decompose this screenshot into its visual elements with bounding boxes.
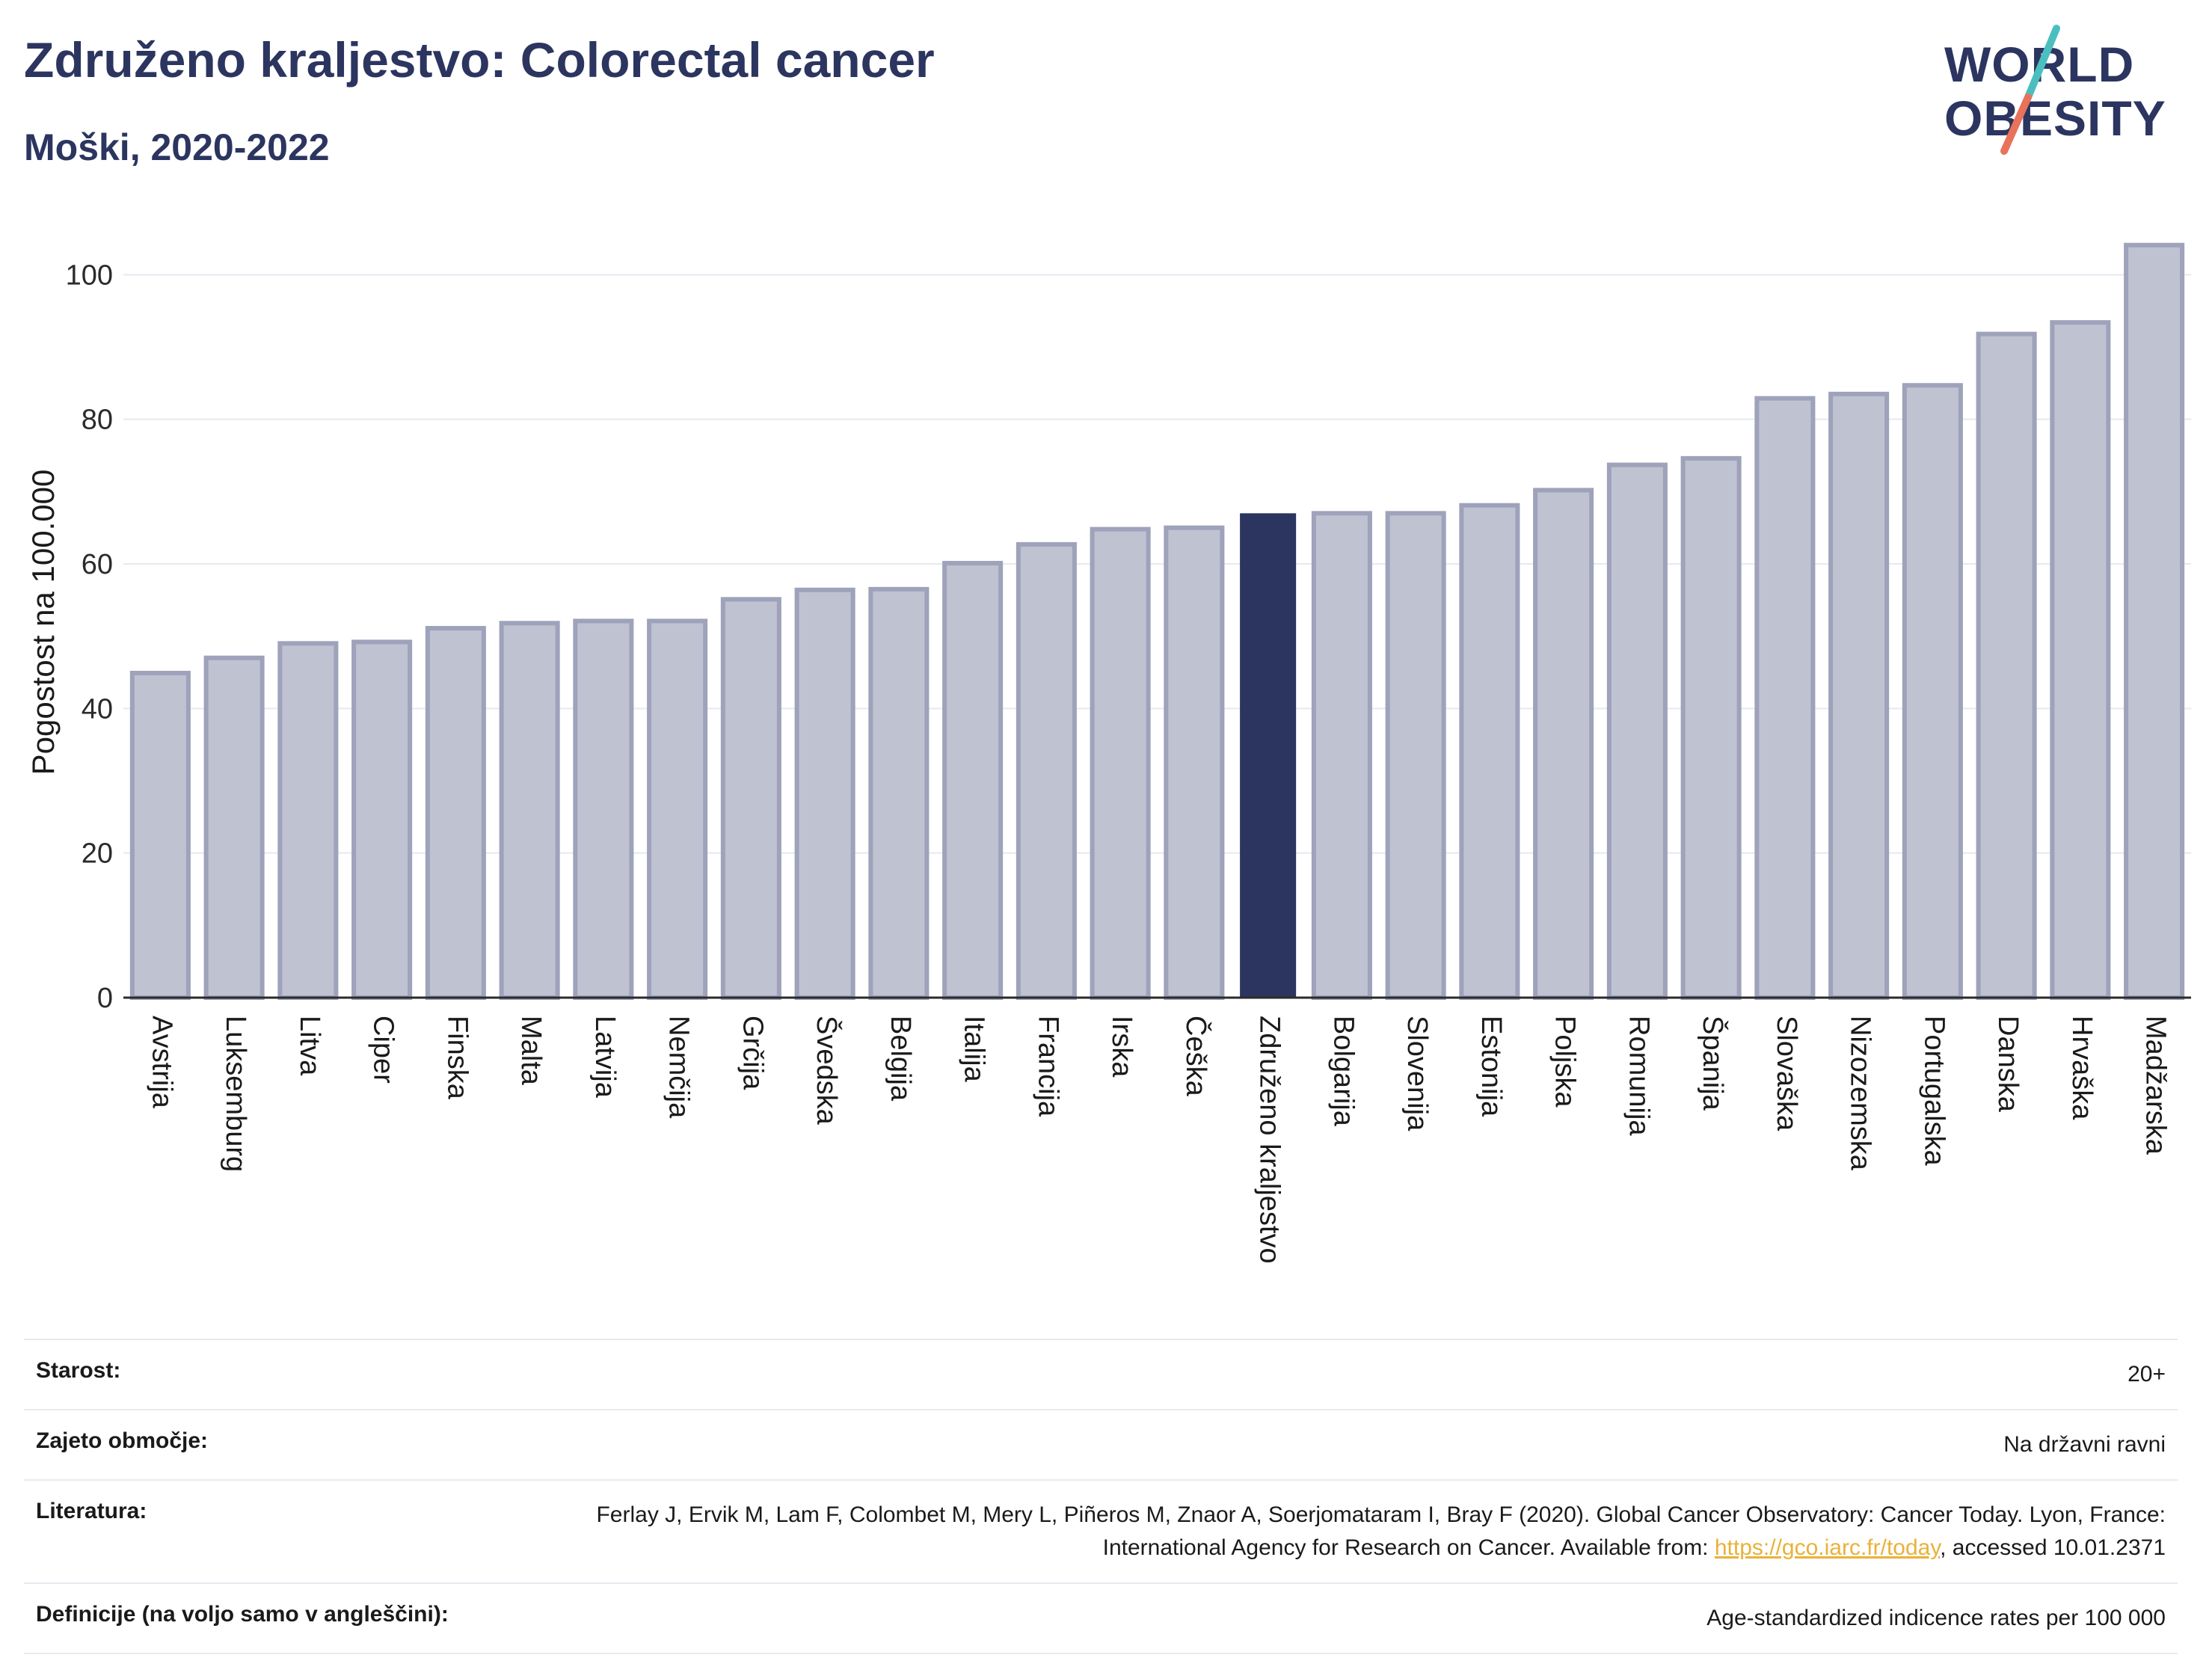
x-tick-label: Latvija: [589, 1016, 621, 1099]
info-row-definitions: Definicije (na voljo samo v angleščini):…: [24, 1582, 2178, 1654]
bar: [499, 621, 560, 1000]
literature-text: Ferlay J, Ervik M, Lam F, Colombet M, Me…: [596, 1502, 2166, 1560]
x-tick-label: Estonija: [1475, 1016, 1507, 1117]
x-tick-label: Španija: [1697, 1016, 1730, 1111]
bar: [2124, 242, 2185, 1000]
labels-layer: 0 20 40 60 80 100 Pogostost na 100.000 Avstrija…: [25, 260, 2172, 1263]
bar: [1090, 526, 1151, 1001]
bar: [1754, 396, 1816, 1000]
bar: [1459, 503, 1520, 1000]
x-tick-label: Švedska: [811, 1016, 844, 1126]
y-tick-label: 60: [82, 549, 113, 580]
logo-word-obesity: OBESITY: [1944, 90, 2166, 146]
x-tick-label: Češka: [1180, 1016, 1213, 1097]
bar-chart: 0 20 40 60 80 100 Pogostost na 100.000 Avstrija…: [25, 242, 2191, 1264]
info-row-coverage: Zajeto območje: Na državni ravni: [24, 1409, 2178, 1481]
bar: [1533, 488, 1594, 1000]
bar: [1902, 383, 1963, 1000]
info-key-definitions: Definicije (na voljo samo v angleščini):: [24, 1582, 571, 1654]
x-tick-label: Združeno kraljestvo: [1254, 1016, 1285, 1264]
bar: [647, 618, 708, 1000]
y-tick-label: 80: [82, 405, 113, 436]
bar: [277, 641, 339, 1000]
info-key-coverage: Zajeto območje:: [24, 1409, 571, 1481]
x-tick-label: Hrvaška: [2066, 1016, 2098, 1120]
bar: [2050, 320, 2111, 1000]
literature-accessed: , accessed 10.01.2371: [1940, 1535, 2166, 1560]
logo-slash-icon: [2000, 25, 2060, 155]
info-row-literature: Literatura: Ferlay J, Ervik M, Lam F, Co…: [24, 1479, 2178, 1584]
x-tick-label: Danska: [1992, 1016, 2024, 1113]
x-tick-label: Madžarska: [2140, 1016, 2172, 1155]
info-table: Starost: 20+ Zajeto območje: Na državni …: [24, 1339, 2178, 1654]
x-tick-label: Slovaška: [1771, 1016, 1802, 1132]
info-value-definitions: Age-standardized indicence rates per 100…: [571, 1582, 2178, 1654]
bar: [1164, 525, 1225, 1000]
info-row-age: Starost: 20+: [24, 1339, 2178, 1410]
x-tick-label: Poljska: [1549, 1016, 1581, 1108]
x-tick-label: Irska: [1106, 1016, 1137, 1078]
y-axis-title: Pogostost na 100.000: [25, 470, 61, 776]
x-tick-label: Litva: [294, 1016, 325, 1076]
bar: [942, 561, 1004, 1000]
source-link[interactable]: https://gco.iarc.fr/today: [1714, 1535, 1941, 1560]
x-tick-label: Belgija: [885, 1016, 916, 1102]
x-tick-label: Bolgarija: [1327, 1016, 1359, 1127]
bar: [1606, 462, 1668, 1001]
x-tick-label: Nizozemska: [1845, 1016, 1876, 1171]
info-value-literature: Ferlay J, Ervik M, Lam F, Colombet M, Me…: [571, 1479, 2178, 1584]
bar: [720, 597, 781, 1000]
x-tick-label: Romunija: [1623, 1016, 1654, 1136]
info-key-literature: Literatura:: [24, 1479, 571, 1584]
chart-title: Združeno kraljestvo: Colorectal cancer: [24, 32, 935, 87]
bar: [129, 670, 191, 1000]
x-tick-label: Avstrija: [146, 1016, 177, 1109]
bar: [351, 639, 413, 1001]
x-tick-label: Francija: [1032, 1016, 1063, 1117]
x-tick-label: Finska: [441, 1016, 473, 1100]
y-tick-label: 40: [82, 693, 113, 725]
x-tick-label: Italija: [959, 1016, 990, 1083]
y-tick-label: 20: [82, 838, 113, 870]
bar: [1828, 391, 1890, 1001]
info-key-age: Starost:: [24, 1339, 571, 1410]
bar: [1016, 541, 1077, 1000]
x-tick-label: Portugalska: [1918, 1016, 1950, 1167]
x-tick-label: Grčija: [737, 1016, 768, 1090]
chart-subtitle: Moški, 2020-2022: [24, 126, 330, 168]
bar: [1680, 455, 1742, 1001]
bar: [425, 626, 486, 1000]
y-tick-label: 100: [66, 260, 113, 291]
info-value-coverage: Na državni ravni: [571, 1409, 2178, 1481]
y-tick-label: 0: [97, 983, 113, 1014]
bar: [868, 586, 930, 1000]
x-tick-label: Malta: [515, 1016, 547, 1086]
x-tick-label: Slovenija: [1401, 1016, 1433, 1132]
bar: [1976, 331, 2037, 1001]
x-tick-label: Ciper: [368, 1016, 399, 1084]
x-tick-label: Luksemburg: [220, 1016, 251, 1172]
bar: [573, 618, 634, 1000]
bar: [203, 655, 265, 1001]
world-obesity-logo[interactable]: WORLD OBESITY: [1944, 22, 2199, 157]
bars-layer: [129, 242, 2185, 1001]
bar: [794, 587, 855, 1000]
info-value-age: 20+: [571, 1339, 2178, 1410]
x-tick-label: Nemčija: [663, 1016, 695, 1119]
bar: [1385, 511, 1446, 1001]
bar-highlight: [1240, 513, 1297, 998]
bar: [1311, 511, 1372, 1001]
